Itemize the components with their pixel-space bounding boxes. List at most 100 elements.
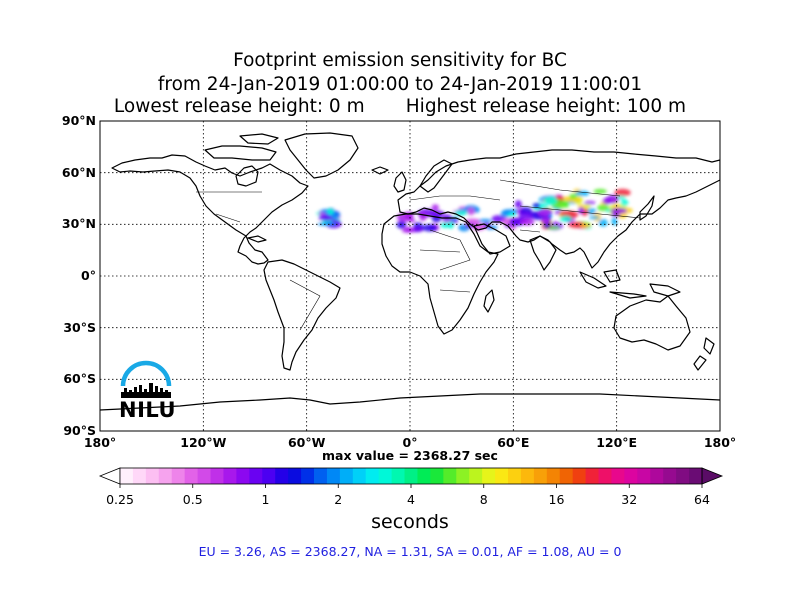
coast-antarctica (100, 393, 720, 411)
colorbar-segment (210, 468, 224, 484)
lon-label: 180° (83, 435, 117, 450)
colorbar-segment (120, 468, 134, 484)
colorbar-tick-label: 16 (548, 492, 565, 507)
sensitivity-cell (430, 210, 445, 217)
sensitivity-cell (544, 195, 558, 205)
lat-label: 60°N (61, 164, 96, 180)
colorbar-segment (430, 468, 444, 484)
max-value-label: max value = 2368.27 sec (322, 448, 498, 463)
sensitivity-cell (562, 201, 570, 208)
colorbar-segment (158, 468, 173, 484)
sensitivity-cell (583, 203, 591, 209)
sensitivity-cell (419, 212, 427, 221)
coast-greenland (284, 132, 359, 179)
colorbar-segment (326, 468, 341, 484)
colorbar-segment (546, 468, 561, 484)
coast-hudson-bay (235, 165, 259, 187)
colorbar-segment (689, 468, 703, 484)
lon-label: 0° (402, 435, 418, 450)
colorbar-segment (676, 468, 690, 484)
colorbar-segment (339, 468, 354, 484)
logo-arc (120, 360, 172, 387)
colorbar-tick-label: 32 (621, 492, 638, 507)
title-line-3: Lowest release height: 0 m Highest relea… (113, 96, 687, 117)
sensitivity-cell (518, 211, 533, 221)
lat-label: 60°S (63, 371, 96, 387)
colorbar-segment (598, 468, 612, 484)
sensitivity-cell (610, 207, 627, 214)
coast-japan (639, 195, 655, 221)
sensitivity-cell (396, 220, 407, 229)
sensitivity-cell (514, 200, 522, 209)
colorbar-tick-label: 4 (407, 492, 415, 507)
colorbar-segment (404, 468, 418, 484)
coastlines (100, 132, 720, 411)
coast-british-isles (393, 171, 407, 193)
colorbar-units: seconds (371, 511, 449, 533)
sensitivity-cell (611, 212, 621, 217)
sensitivity-cell (569, 193, 578, 199)
lon-label: 60°E (497, 435, 530, 450)
lat-label: 0° (81, 268, 96, 283)
coast-india (529, 235, 557, 271)
colorbar-tick-label: 0.25 (106, 492, 134, 507)
colorbar-tick-label: 64 (694, 492, 710, 507)
colorbar-segment (184, 468, 199, 484)
sensitivity-cell (478, 218, 492, 223)
colorbar-segment (171, 468, 186, 484)
colorbar-segment (132, 468, 147, 484)
colorbar-segment (624, 468, 638, 484)
title-line-1: Footprint emission sensitivity for BC (233, 50, 567, 71)
sensitivity-cell (579, 223, 592, 228)
hotspot-high (532, 188, 633, 231)
coast-north-america (111, 154, 309, 265)
colorbar-tick-label: 8 (479, 492, 488, 507)
colorbar-segment (145, 468, 160, 484)
sensitivity-cell (507, 212, 517, 218)
colorbar-segment (262, 468, 276, 484)
sensitivity-cell (583, 200, 596, 205)
colorbar-extend-high (701, 467, 724, 485)
sensitivity-cell (510, 225, 517, 230)
sensitivity-cell (318, 214, 333, 221)
map-frame (99, 120, 721, 432)
coast-eurasia (397, 149, 720, 269)
colorbar-segment (443, 468, 457, 484)
sensitivity-cell (605, 195, 619, 204)
hotspot-medium (316, 207, 342, 229)
colorbar-segment (611, 468, 625, 484)
coast-south-america (263, 259, 341, 371)
colorbar-tick-label: 0.5 (182, 492, 203, 507)
coast-indonesia (579, 271, 607, 289)
sensitivity-cell (401, 228, 415, 233)
sensitivity-cell (538, 209, 551, 217)
colorbar-segment (391, 468, 406, 484)
colorbar-segment (249, 468, 263, 484)
lat-label: 30°N (61, 216, 96, 232)
colorbar-segment (533, 468, 548, 484)
colorbar-segment (572, 468, 587, 484)
sensitivity-cell (578, 207, 585, 214)
colorbar (98, 467, 724, 488)
sensitivity-cell (614, 188, 631, 197)
colorbar-segment (559, 468, 574, 484)
region-stats-line: EU = 3.26, AS = 2368.27, NA = 1.31, SA =… (198, 544, 622, 559)
colorbar-segment (637, 468, 651, 484)
sensitivity-cell (532, 203, 540, 208)
logo-text: NILU (119, 398, 177, 422)
colorbar-segment (508, 468, 522, 484)
colorbar-segment (223, 468, 237, 484)
sensitivity-cell (593, 188, 607, 194)
colorbar-tick-label: 2 (334, 492, 343, 507)
coast-arabia (473, 223, 511, 255)
lon-label: 180° (703, 435, 737, 450)
sensitivity-cell (540, 217, 550, 224)
colorbar-segment (314, 468, 328, 484)
colorbar-segment (365, 468, 380, 484)
sensitivity-cell (431, 204, 439, 211)
lat-label: 90°N (61, 113, 96, 128)
sensitivity-cell (502, 209, 520, 214)
colorbar-segment (378, 468, 393, 484)
coast-australia (613, 295, 691, 351)
